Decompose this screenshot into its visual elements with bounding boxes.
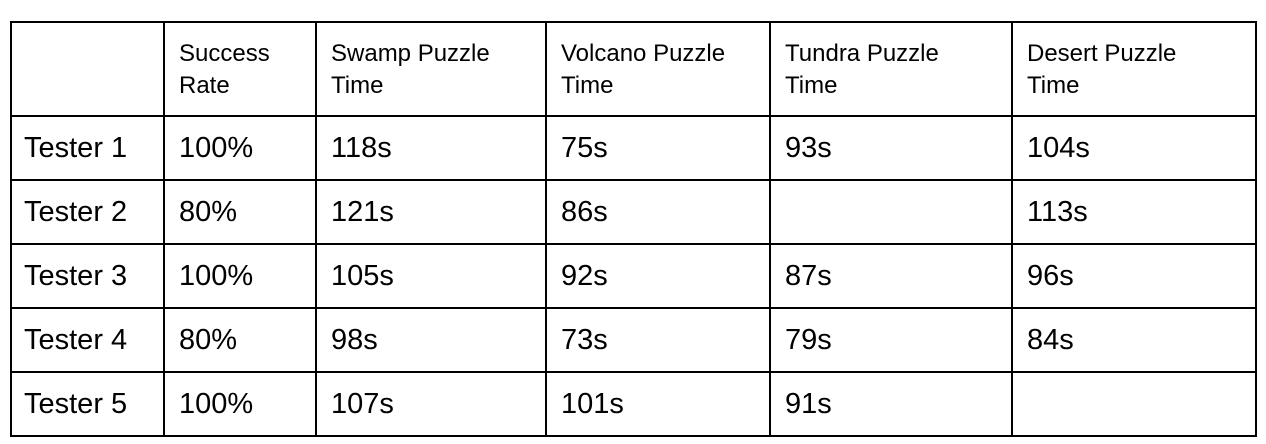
table-cell: 121s xyxy=(315,179,547,245)
header-line: Time xyxy=(785,72,838,99)
table-cell: 98s xyxy=(315,307,547,373)
row-label: Tester 2 xyxy=(10,179,165,245)
table-cell: 73s xyxy=(545,307,771,373)
row-label: Tester 3 xyxy=(10,243,165,309)
table-cell: 100% xyxy=(163,371,317,437)
header-cell-volcano-time: Volcano Puzzle Time xyxy=(545,21,771,117)
header-line: Time xyxy=(1027,72,1080,99)
table-cell: 118s xyxy=(315,115,547,181)
header-line: Tundra Puzzle xyxy=(785,40,939,67)
header-line: Volcano Puzzle xyxy=(561,40,726,67)
header-line: Desert Puzzle xyxy=(1027,40,1177,67)
header-row: Success Rate Swamp Puzzle Time Volcano P… xyxy=(10,21,1257,117)
row-label: Tester 5 xyxy=(10,371,165,437)
row-label: Tester 4 xyxy=(10,307,165,373)
table-row: Tester 5 100% 107s 101s 91s xyxy=(10,371,1257,437)
table-cell: 107s xyxy=(315,371,547,437)
header-cell-desert-time: Desert Puzzle Time xyxy=(1011,21,1257,117)
header-cell-swamp-time: Swamp Puzzle Time xyxy=(315,21,547,117)
tester-results-table: Success Rate Swamp Puzzle Time Volcano P… xyxy=(10,21,1257,437)
table-row: Tester 3 100% 105s 92s 87s 96s xyxy=(10,243,1257,309)
table-cell: 113s xyxy=(1011,179,1257,245)
header-cell-success-rate: Success Rate xyxy=(163,21,317,117)
table-cell: 100% xyxy=(163,243,317,309)
header-line: Time xyxy=(331,72,384,99)
header-cell-empty xyxy=(10,21,165,117)
table-cell: 105s xyxy=(315,243,547,309)
header-line: Swamp Puzzle xyxy=(331,40,490,67)
table-cell: 80% xyxy=(163,179,317,245)
table-cell: 80% xyxy=(163,307,317,373)
table-cell: 93s xyxy=(769,115,1013,181)
table-cell: 91s xyxy=(769,371,1013,437)
header-line: Time xyxy=(561,72,614,99)
table-cell: 96s xyxy=(1011,243,1257,309)
table-row: Tester 2 80% 121s 86s 113s xyxy=(10,179,1257,245)
table-cell: 92s xyxy=(545,243,771,309)
header-line: Success xyxy=(179,40,270,67)
table-cell: 104s xyxy=(1011,115,1257,181)
row-label: Tester 1 xyxy=(10,115,165,181)
header-line: Rate xyxy=(179,72,230,99)
table-cell: 101s xyxy=(545,371,771,437)
table-cell: 86s xyxy=(545,179,771,245)
table-cell: 84s xyxy=(1011,307,1257,373)
table-row: Tester 1 100% 118s 75s 93s 104s xyxy=(10,115,1257,181)
table-cell xyxy=(769,179,1013,245)
table-cell: 79s xyxy=(769,307,1013,373)
header-cell-tundra-time: Tundra Puzzle Time xyxy=(769,21,1013,117)
table-cell: 87s xyxy=(769,243,1013,309)
table-cell: 100% xyxy=(163,115,317,181)
results-table-container: Success Rate Swamp Puzzle Time Volcano P… xyxy=(10,21,1257,437)
table-cell xyxy=(1011,371,1257,437)
table-cell: 75s xyxy=(545,115,771,181)
table-row: Tester 4 80% 98s 73s 79s 84s xyxy=(10,307,1257,373)
